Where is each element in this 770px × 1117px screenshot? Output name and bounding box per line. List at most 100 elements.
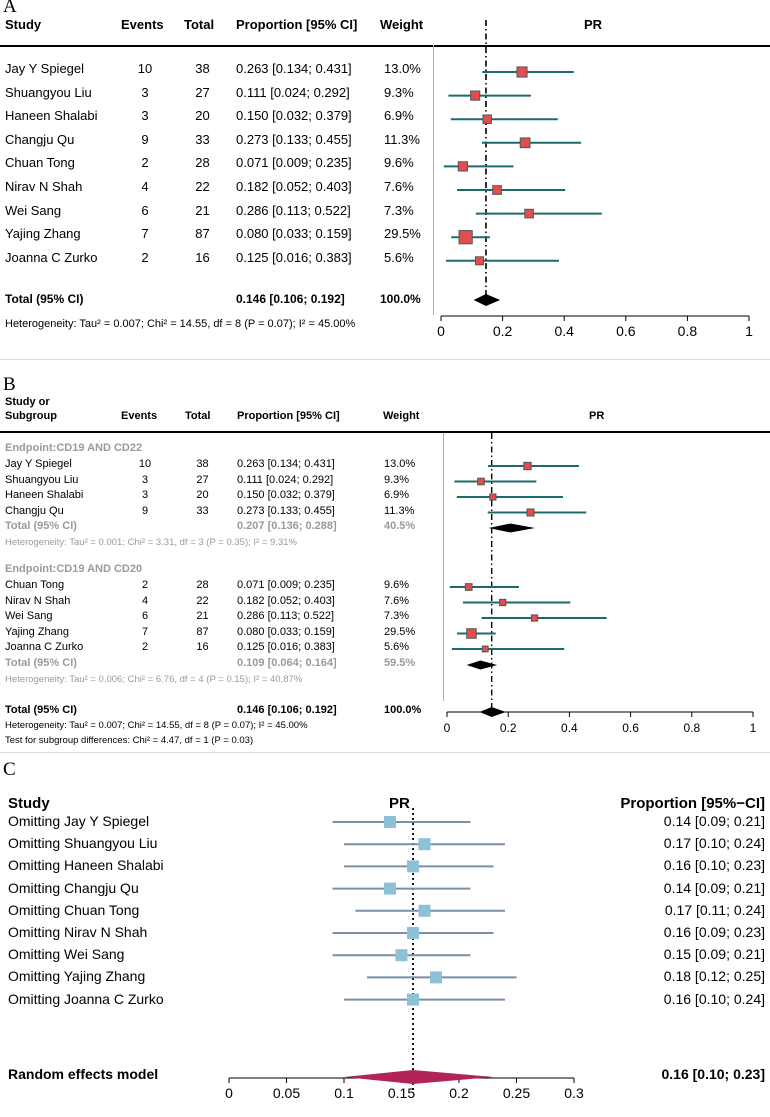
point-estimate-square	[466, 628, 477, 639]
ci-text: 0.080 [0.033; 0.159]	[236, 226, 352, 242]
header-study-1: Study or	[5, 396, 50, 408]
events: 6	[141, 202, 149, 218]
pooled-diamond	[479, 707, 506, 717]
weight: 5.6%	[384, 249, 414, 265]
ci-text: 0.111 [0.024; 0.292]	[237, 473, 334, 486]
ci-text: 0.16 [0.09; 0.23]	[663, 924, 765, 940]
header-pr: PR	[584, 17, 603, 32]
total: 33	[196, 504, 209, 517]
study-name: Yajing Zhang	[5, 625, 70, 638]
ci-text: 0.15 [0.09; 0.21]	[663, 946, 765, 963]
table-row: Changju Qu 9 33 0.273 [0.133; 0.455] 11.3%	[0, 505, 770, 521]
header-total: Total	[184, 17, 215, 32]
x-tick-label: 0.6	[622, 721, 639, 735]
ci-text: 0.182 [0.052; 0.403]	[237, 594, 335, 607]
x-tick-label: 0.2	[493, 323, 513, 339]
study-name: Changju Qu	[5, 131, 75, 147]
total: 38	[195, 61, 210, 76]
weight: 7.3%	[384, 610, 410, 622]
study-name: Omitting Jay Y Spiegel	[8, 813, 150, 829]
subgroup-total-weight: 40.5%	[384, 520, 416, 532]
weight: 13.0%	[384, 61, 421, 76]
point-estimate-square	[464, 583, 473, 591]
events: 6	[141, 610, 149, 622]
table-row: Shuangyou Liu 3 27 0.111 [0.024; 0.292] 9.3%	[0, 474, 770, 490]
panel-a: A Study Events Total Proportion [95% CI]…	[0, 0, 770, 360]
header-weight: Weight	[383, 410, 420, 422]
study-name: Chuan Tong	[5, 155, 75, 171]
ci-text: 0.150 [0.032; 0.379]	[237, 489, 335, 501]
ci-text: 0.150 [0.032; 0.379]	[236, 108, 352, 124]
study-name: Omitting Yajing Zhang	[8, 968, 146, 985]
header-events: Events	[121, 410, 158, 422]
ci-text: 0.125 [0.016; 0.383]	[237, 641, 335, 653]
ci-text: 0.182 [0.052; 0.403]	[236, 179, 352, 194]
total: 16	[195, 249, 210, 265]
events: 2	[141, 641, 149, 653]
total: 27	[196, 473, 209, 486]
study-name: Omitting Wei Sang	[8, 946, 125, 963]
total: 33	[195, 131, 210, 147]
total-row: Total (95% CI) 0.146 [0.106; 0.192] 100.0%	[0, 704, 770, 720]
events: 3	[141, 108, 149, 124]
study-name: Omitting Chuan Tong	[8, 901, 140, 918]
total-row: Total (95% CI) 0.146 [0.106; 0.192] 100.…	[0, 292, 770, 314]
header-proportion: Proportion [95% CI]	[236, 17, 358, 32]
point-estimate-square	[407, 993, 419, 1006]
x-tick-label: 1	[750, 721, 757, 735]
header-total: Total	[185, 410, 211, 422]
weight: 6.9%	[384, 489, 410, 501]
pooled-diamond	[473, 294, 501, 306]
table-row: Haneen Shalabi 3 20 0.150 [0.032; 0.379] 6.9…	[0, 489, 770, 505]
events: 3	[141, 473, 149, 486]
heterogeneity-text: Heterogeneity: Tau² = 0.007; Chi² = 14.5…	[5, 720, 308, 731]
study-name: Joanna C Zurko	[5, 249, 98, 265]
table-row: Shuangyou Liu 3 27 0.111 [0.024; 0.292] 9.3%	[0, 85, 770, 107]
point-estimate-square	[457, 161, 469, 172]
point-estimate-square	[430, 971, 442, 984]
header-proportion: Proportion [95%−CI]	[620, 795, 765, 812]
point-estimate-square	[489, 493, 497, 501]
x-tick-label: 0	[437, 323, 445, 339]
weight: 11.3%	[384, 131, 420, 147]
table-row: Nirav N Shah 4 22 0.182 [0.052; 0.403] 7.6%	[0, 595, 770, 611]
table-row: Wei Sang 6 21 0.286 [0.113; 0.522] 7.3%	[0, 610, 770, 626]
events: 2	[141, 249, 149, 265]
ci-text: 0.111 [0.024; 0.292]	[236, 84, 350, 100]
panel-separator	[0, 359, 770, 360]
header-study-2: Subgroup	[5, 410, 57, 422]
events: 9	[141, 504, 149, 517]
weight: 13.0%	[384, 458, 416, 470]
x-tick-label: 0.4	[554, 323, 574, 339]
point-estimate-square	[395, 949, 408, 962]
study-name: Omitting Joanna C Zurko	[8, 990, 164, 1007]
panel-label: B	[3, 374, 16, 395]
point-estimate-square	[407, 927, 419, 939]
table-row: Chuan Tong 2 28 0.071 [0.009; 0.235] 9.6%	[0, 579, 770, 595]
weight: 29.5%	[384, 226, 421, 242]
header-study: Study	[5, 17, 42, 32]
weight: 9.3%	[384, 473, 410, 486]
weight: 7.3%	[384, 202, 414, 218]
total-label: Total (95% CI)	[5, 704, 77, 716]
panel-c: C Study PR Proportion [95%−CI] Omitting …	[0, 758, 770, 1117]
study-name: Shuangyou Liu	[5, 84, 92, 100]
study-name: Nirav N Shah	[5, 179, 83, 194]
events: 10	[138, 458, 152, 470]
table-row: Omitting Chuan Tong 0.17 [0.11; 0.24]	[0, 902, 770, 924]
x-tick-label: 0.05	[273, 1085, 300, 1101]
subgroup-heterogeneity: Heterogeneity: Tau² = 0.001; Chi² = 3.31…	[5, 537, 297, 548]
ci-text: 0.18 [0.12; 0.25]	[663, 968, 765, 985]
table-row: Haneen Shalabi 3 20 0.150 [0.032; 0.379] 6.9…	[0, 108, 770, 130]
point-estimate-square	[407, 860, 419, 873]
subgroup-title: Endpoint:CD19 AND CD22	[5, 442, 143, 454]
study-name: Jay Y Spiegel	[5, 61, 85, 76]
heterogeneity-text: Heterogeneity: Tau² = 0.007; Chi² = 14.5…	[5, 318, 356, 330]
table-row: Yajing Zhang 7 87 0.080 [0.033; 0.159] 29.5%	[0, 226, 770, 248]
total-ci: 0.146 [0.106; 0.192]	[236, 292, 345, 306]
point-estimate-square	[492, 185, 502, 195]
ci-text: 0.286 [0.113; 0.522]	[236, 202, 351, 218]
events: 2	[141, 155, 149, 171]
study-name: Omitting Nirav N Shah	[8, 924, 148, 940]
total: 28	[196, 579, 209, 591]
